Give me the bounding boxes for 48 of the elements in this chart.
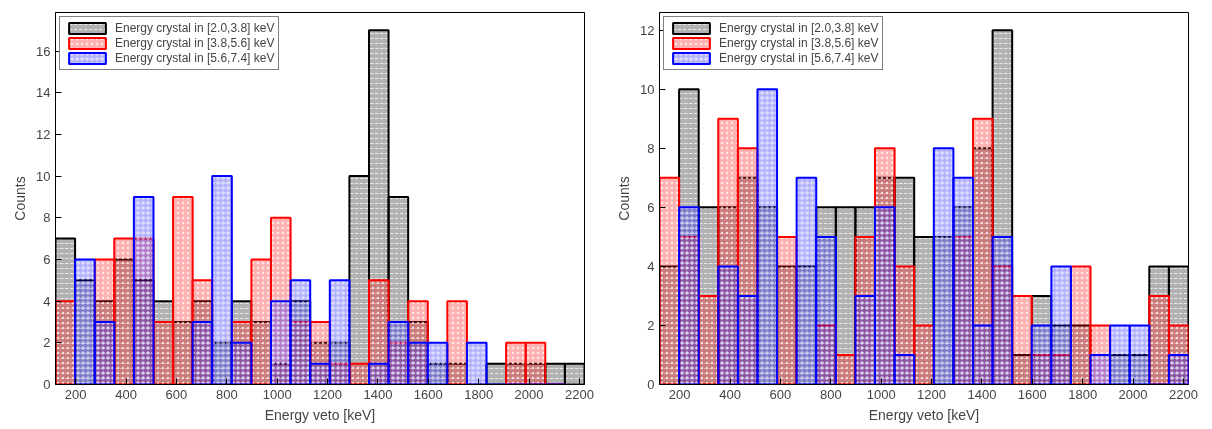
y-tick-label: 8 (647, 140, 655, 156)
x-tick-label: 1200 (313, 386, 343, 402)
y-tick-label: 12 (36, 126, 51, 142)
y-tick-label: 2 (43, 335, 51, 351)
x-tick-label: 1800 (464, 386, 494, 402)
x-tick-label: 600 (165, 386, 188, 402)
x-tick-label: 2200 (1169, 386, 1198, 402)
x-tick-label: 1000 (262, 386, 292, 402)
y-axis-title: Counts (616, 176, 633, 221)
y-tick-label: 6 (647, 199, 655, 215)
x-tick-label: 1600 (1017, 386, 1047, 402)
x-tick-label: 400 (115, 386, 137, 402)
y-tick-label: 14 (36, 85, 51, 101)
x-tick-label: 1400 (363, 386, 393, 402)
y-tick-label: 6 (43, 251, 51, 267)
y-tick-label: 8 (43, 210, 51, 226)
y-tick-label: 0 (647, 377, 655, 392)
y-tick-label: 0 (43, 377, 51, 392)
x-axis-title: Energy veto [keV] (264, 406, 376, 423)
legend-label: Energy crystal in [5.6,7.4] keV (115, 51, 275, 65)
x-tick-label: 2000 (514, 386, 544, 402)
y-tick-label: 16 (36, 43, 51, 59)
legend-label: Energy crystal in [3.8,5.6] keV (719, 36, 879, 50)
x-tick-label: 1400 (967, 386, 997, 402)
y-tick-label: 12 (640, 22, 655, 38)
x-tick-label: 800 (215, 386, 238, 402)
x-tick-label: 1800 (1068, 386, 1098, 402)
x-tick-label: 400 (719, 386, 741, 402)
y-tick-label: 4 (43, 293, 51, 309)
x-tick-label: 1200 (917, 386, 947, 402)
x-tick-label: 200 (64, 386, 87, 402)
x-tick-label: 600 (769, 386, 792, 402)
y-tick-label: 2 (647, 317, 655, 333)
x-tick-label: 2200 (565, 386, 594, 402)
x-tick-label: 2000 (1118, 386, 1148, 402)
y-tick-label: 10 (640, 81, 655, 97)
legend-label: Energy crystal in [2.0,3.8] keV (115, 21, 275, 35)
x-tick-label: 200 (668, 386, 691, 402)
y-tick-label: 4 (647, 258, 655, 274)
y-tick-label: 10 (36, 168, 51, 184)
legend-label: Energy crystal in [5.6,7.4] keV (719, 51, 879, 65)
legend-label: Energy crystal in [2.0,3.8] keV (719, 21, 879, 35)
x-tick-label: 1600 (413, 386, 443, 402)
y-axis-title: Counts (12, 176, 29, 221)
x-tick-label: 800 (819, 386, 842, 402)
legend-label: Energy crystal in [3.8,5.6] keV (115, 36, 275, 50)
x-axis-title: Energy veto [keV] (868, 406, 980, 423)
x-tick-label: 1000 (866, 386, 896, 402)
